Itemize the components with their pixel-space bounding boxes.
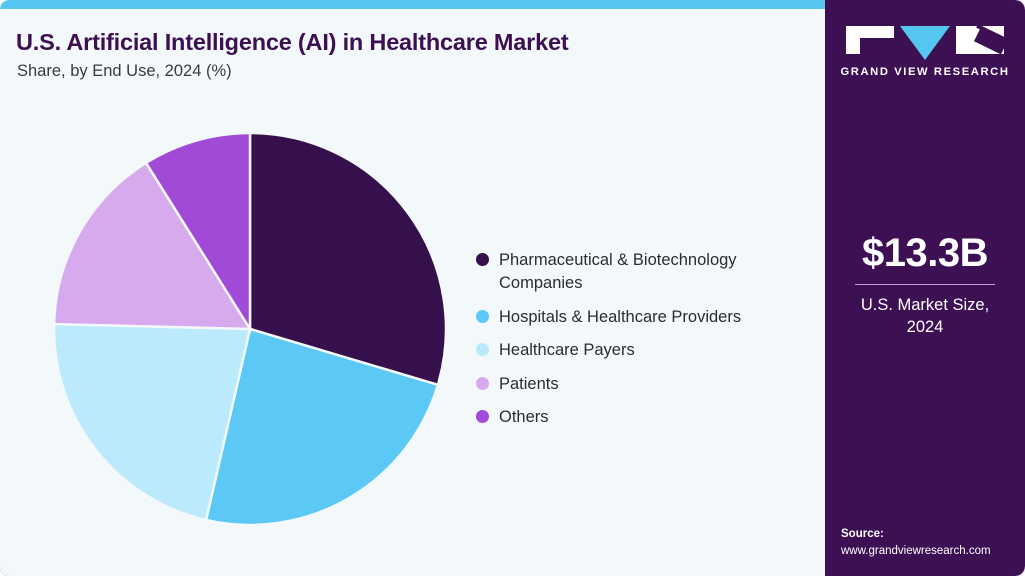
gvr-g-mark-icon	[846, 26, 894, 54]
pie-slice	[248, 131, 448, 387]
legend-item-label: Others	[499, 408, 549, 427]
stat-value: $13.3B	[862, 231, 988, 275]
legend-item[interactable]: Patients	[476, 373, 806, 396]
legend-item[interactable]: Healthcare Payers	[476, 339, 806, 362]
top-accent-bar	[0, 0, 825, 9]
page-title: U.S. Artificial Intelligence (AI) in Hea…	[16, 29, 569, 55]
market-size-stat: $13.3B U.S. Market Size, 2024	[825, 232, 1025, 339]
brand-logo: GRAND VIEW RESEARCH	[825, 26, 1025, 78]
legend-item[interactable]: Pharmaceutical & Biotechnology Companies	[476, 249, 806, 296]
legend-swatch-icon	[476, 376, 489, 390]
legend-item-label: Pharmaceutical & Biotechnology Companies	[499, 251, 737, 293]
legend-item[interactable]: Others	[476, 406, 806, 429]
legend-swatch-icon	[476, 343, 489, 357]
source-url: www.grandviewresearch.com	[841, 544, 991, 557]
pie-slice	[144, 131, 252, 334]
source-block: Source: www.grandviewresearch.com	[841, 526, 1025, 561]
pie-chart	[52, 131, 448, 527]
pie-slice-group	[52, 131, 448, 527]
legend-swatch-icon	[476, 410, 489, 424]
legend-item-label: Hospitals & Healthcare Providers	[499, 307, 742, 326]
chart-legend: Pharmaceutical & Biotechnology Companies…	[476, 249, 806, 430]
pie-chart-svg	[52, 131, 448, 527]
legend-item[interactable]: Hospitals & Healthcare Providers	[476, 306, 806, 329]
source-label: Source:	[841, 527, 884, 540]
logo-marks	[825, 26, 1025, 60]
page-subtitle: Share, by End Use, 2024 (%)	[17, 62, 232, 80]
brand-sidebar: GRAND VIEW RESEARCH $13.3B U.S. Market S…	[825, 0, 1025, 576]
gvr-v-triangle-icon	[900, 26, 950, 60]
legend-item-label: Patients	[499, 374, 559, 393]
stat-divider	[855, 284, 995, 285]
pie-slice	[52, 322, 252, 522]
gvr-r-mark-icon	[956, 26, 1004, 54]
pie-slice	[204, 327, 440, 527]
chart-pane: U.S. Artificial Intelligence (AI) in Hea…	[0, 9, 825, 576]
legend-swatch-icon	[476, 309, 489, 323]
pie-slice	[52, 161, 253, 331]
brand-wordmark: GRAND VIEW RESEARCH	[840, 66, 1010, 78]
stat-caption: U.S. Market Size, 2024	[860, 296, 990, 337]
legend-item-label: Healthcare Payers	[499, 341, 635, 360]
legend-swatch-icon	[476, 253, 489, 266]
